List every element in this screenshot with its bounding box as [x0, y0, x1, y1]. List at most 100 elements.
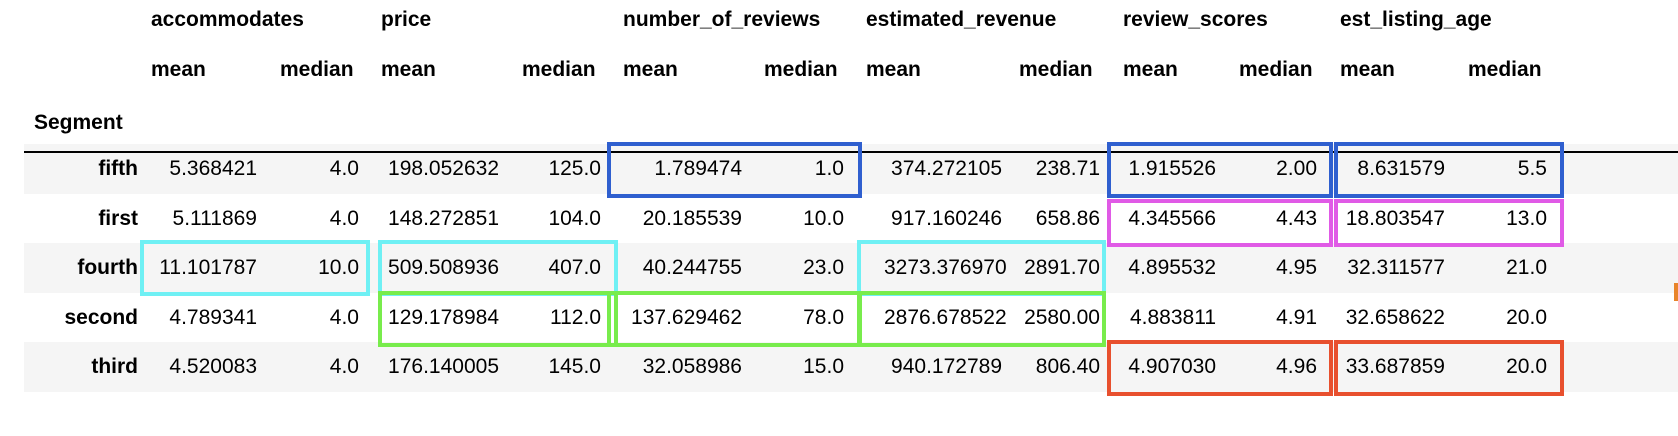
subheader-est-listing-age-mean: mean: [1340, 58, 1395, 81]
cell-fourth-price-median: 407.0: [548, 256, 601, 279]
subheader-estimated-revenue-median: median: [1019, 58, 1093, 81]
cell-third-number-of-reviews-median: 15.0: [803, 355, 844, 378]
cell-fourth-accommodates-median: 10.0: [318, 256, 359, 279]
cell-second-number-of-reviews-median: 78.0: [803, 306, 844, 329]
cell-first-est-listing-age-mean: 18.803547: [1345, 207, 1445, 230]
subheader-price-mean: mean: [381, 58, 436, 81]
cell-fourth-estimated-revenue-median: 2891.70: [1024, 256, 1100, 279]
subheader-number-of-reviews-median: median: [764, 58, 838, 81]
cell-fifth-price-mean: 198.052632: [388, 157, 499, 180]
highlight-box-red-third-est-listing-age: [1334, 340, 1564, 396]
row-label-third: third: [91, 355, 138, 378]
cell-first-number-of-reviews-median: 10.0: [803, 207, 844, 230]
cell-third-review-scores-mean: 4.907030: [1128, 355, 1216, 378]
row-label-fifth: fifth: [98, 157, 138, 180]
cell-fifth-est-listing-age-median: 5.5: [1517, 157, 1547, 180]
column-group-accommodates: accommodates: [151, 8, 304, 31]
highlight-box-magenta-first-est-listing-age: [1334, 199, 1564, 247]
cell-second-estimated-revenue-mean: 2876.678522: [884, 306, 1007, 329]
cell-first-number-of-reviews-mean: 20.185539: [642, 207, 742, 230]
cell-second-review-scores-mean: 4.883811: [1129, 306, 1216, 329]
cell-first-estimated-revenue-median: 658.86: [1035, 207, 1100, 230]
column-group-number-of-reviews: number_of_reviews: [623, 8, 821, 31]
subheader-estimated-revenue-mean: mean: [866, 58, 921, 81]
cell-fifth-accommodates-mean: 5.368421: [169, 157, 257, 180]
cell-third-estimated-revenue-median: 806.40: [1035, 355, 1100, 378]
cell-fourth-est-listing-age-median: 21.0: [1506, 256, 1547, 279]
highlight-box-blue-fifth-est-listing-age: [1334, 142, 1564, 198]
cell-first-review-scores-median: 4.43: [1276, 207, 1317, 230]
subheader-accommodates-median: median: [280, 58, 354, 81]
cell-fourth-review-scores-mean: 4.895532: [1128, 256, 1216, 279]
cell-second-number-of-reviews-mean: 137.629462: [631, 306, 742, 329]
highlight-box-blue-fifth-review-scores: [1107, 142, 1333, 198]
cell-first-accommodates-median: 4.0: [329, 207, 359, 230]
column-group-review-scores: review_scores: [1123, 8, 1268, 31]
cell-fourth-estimated-revenue-mean: 3273.376970: [884, 256, 1007, 279]
subheader-review-scores-mean: mean: [1123, 58, 1178, 81]
cell-second-accommodates-mean: 4.789341: [169, 306, 257, 329]
cell-fifth-estimated-revenue-median: 238.71: [1035, 157, 1100, 180]
row-label-first: first: [98, 207, 138, 230]
cell-fifth-review-scores-median: 2.00: [1276, 157, 1317, 180]
cell-third-accommodates-median: 4.0: [329, 355, 359, 378]
cell-first-review-scores-mean: 4.345566: [1128, 207, 1216, 230]
cell-third-est-listing-age-mean: 33.687859: [1345, 355, 1445, 378]
cell-second-price-mean: 129.178984: [388, 306, 499, 329]
highlight-box-cyan-fourth-accommodates: [140, 240, 370, 296]
row-background-third: [24, 342, 1678, 392]
cell-second-price-median: 112.0: [550, 306, 601, 329]
cell-second-est-listing-age-median: 20.0: [1506, 306, 1547, 329]
cell-second-est-listing-age-mean: 32.658622: [1345, 306, 1445, 329]
highlight-box-green-second-price: [378, 291, 618, 347]
cell-second-estimated-revenue-median: 2580.00: [1024, 306, 1100, 329]
subheader-price-median: median: [522, 58, 596, 81]
row-label-second: second: [64, 306, 138, 329]
cell-fifth-estimated-revenue-mean: 374.272105: [891, 157, 1002, 180]
cell-third-price-mean: 176.140005: [388, 355, 499, 378]
cell-fifth-price-median: 125.0: [548, 157, 601, 180]
cell-first-est-listing-age-median: 13.0: [1506, 207, 1547, 230]
column-group-est-listing-age: est_listing_age: [1340, 8, 1492, 31]
cell-fifth-est-listing-age-mean: 8.631579: [1357, 157, 1445, 180]
cell-third-number-of-reviews-mean: 32.058986: [642, 355, 742, 378]
highlight-box-red-third-review-scores: [1107, 340, 1333, 396]
cell-second-review-scores-median: 4.91: [1276, 306, 1317, 329]
row-label-fourth: fourth: [77, 256, 138, 279]
cell-fourth-number-of-reviews-median: 23.0: [803, 256, 844, 279]
cell-fifth-number-of-reviews-mean: 1.789474: [654, 157, 742, 180]
cell-fourth-est-listing-age-mean: 32.311577: [1347, 256, 1445, 279]
cell-fourth-accommodates-mean: 11.101787: [159, 256, 257, 279]
highlight-box-cyan-fourth-estimated-revenue: [857, 240, 1106, 296]
subheader-review-scores-median: median: [1239, 58, 1313, 81]
cell-fifth-review-scores-mean: 1.915526: [1128, 157, 1216, 180]
column-group-estimated-revenue: estimated_revenue: [866, 8, 1057, 31]
cell-third-est-listing-age-median: 20.0: [1506, 355, 1547, 378]
cell-first-accommodates-mean: 5.111869: [172, 207, 257, 230]
header-divider: [24, 151, 1678, 153]
column-group-price: price: [381, 8, 432, 31]
cell-fourth-number-of-reviews-mean: 40.244755: [642, 256, 742, 279]
cell-fourth-review-scores-median: 4.95: [1276, 256, 1317, 279]
highlight-box-green-second-number-of-reviews: [607, 291, 862, 347]
cell-fifth-number-of-reviews-median: 1.0: [814, 157, 844, 180]
row-background-fourth: [24, 243, 1678, 293]
subheader-accommodates-mean: mean: [151, 58, 206, 81]
cell-third-accommodates-mean: 4.520083: [169, 355, 257, 378]
index-name-segment: Segment: [34, 111, 123, 134]
highlight-box-green-second-estimated-revenue: [857, 291, 1106, 347]
highlight-box-magenta-first-review-scores: [1107, 199, 1333, 247]
cell-fourth-price-mean: 509.508936: [388, 256, 499, 279]
highlight-box-blue-fifth-number-of-reviews: [607, 142, 862, 198]
cell-fifth-accommodates-median: 4.0: [329, 157, 359, 180]
cell-third-review-scores-median: 4.96: [1276, 355, 1317, 378]
edge-marker: [1674, 283, 1678, 301]
cell-first-price-mean: 148.272851: [388, 207, 499, 230]
subheader-est-listing-age-median: median: [1468, 58, 1542, 81]
cell-first-estimated-revenue-mean: 917.160246: [891, 207, 1002, 230]
cell-second-accommodates-median: 4.0: [329, 306, 359, 329]
cell-third-price-median: 145.0: [548, 355, 601, 378]
subheader-number-of-reviews-mean: mean: [623, 58, 678, 81]
cell-third-estimated-revenue-mean: 940.172789: [891, 355, 1002, 378]
